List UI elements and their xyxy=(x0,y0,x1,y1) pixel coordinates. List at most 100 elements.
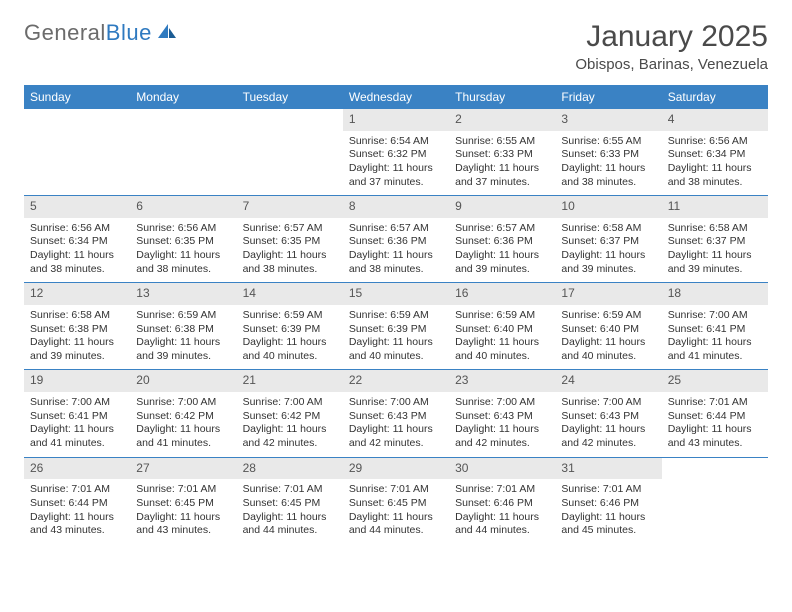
day-number: 22 xyxy=(343,370,449,392)
day-body: Sunrise: 6:55 AMSunset: 6:33 PMDaylight:… xyxy=(555,131,661,196)
day-number: 18 xyxy=(662,283,768,305)
day-body: Sunrise: 6:57 AMSunset: 6:35 PMDaylight:… xyxy=(237,218,343,283)
sunrise-line: Sunrise: 6:59 AM xyxy=(243,309,337,323)
sunset-line: Sunset: 6:36 PM xyxy=(349,235,443,249)
daylight-line: Daylight: 11 hours and 39 minutes. xyxy=(136,336,230,363)
day-cell: 9Sunrise: 6:57 AMSunset: 6:36 PMDaylight… xyxy=(449,196,555,282)
sunrise-line: Sunrise: 7:01 AM xyxy=(30,483,124,497)
day-cell: 30Sunrise: 7:01 AMSunset: 6:46 PMDayligh… xyxy=(449,458,555,544)
day-body: Sunrise: 6:59 AMSunset: 6:39 PMDaylight:… xyxy=(237,305,343,370)
day-body: Sunrise: 6:58 AMSunset: 6:37 PMDaylight:… xyxy=(555,218,661,283)
sunrise-line: Sunrise: 6:57 AM xyxy=(455,222,549,236)
daylight-line: Daylight: 11 hours and 38 minutes. xyxy=(349,249,443,276)
location: Obispos, Barinas, Venezuela xyxy=(575,56,768,73)
sunset-line: Sunset: 6:45 PM xyxy=(349,497,443,511)
day-body: Sunrise: 6:57 AMSunset: 6:36 PMDaylight:… xyxy=(449,218,555,283)
sunrise-line: Sunrise: 7:00 AM xyxy=(30,396,124,410)
day-cell: 2Sunrise: 6:55 AMSunset: 6:33 PMDaylight… xyxy=(449,109,555,195)
daylight-line: Daylight: 11 hours and 40 minutes. xyxy=(561,336,655,363)
daylight-line: Daylight: 11 hours and 41 minutes. xyxy=(668,336,762,363)
day-cell: 28Sunrise: 7:01 AMSunset: 6:45 PMDayligh… xyxy=(237,458,343,544)
sunrise-line: Sunrise: 6:58 AM xyxy=(668,222,762,236)
empty-cell xyxy=(130,109,236,195)
sunset-line: Sunset: 6:45 PM xyxy=(136,497,230,511)
sunset-line: Sunset: 6:41 PM xyxy=(30,410,124,424)
sunset-line: Sunset: 6:34 PM xyxy=(30,235,124,249)
day-body: Sunrise: 7:00 AMSunset: 6:43 PMDaylight:… xyxy=(343,392,449,457)
sunrise-line: Sunrise: 6:56 AM xyxy=(668,135,762,149)
sunrise-line: Sunrise: 7:00 AM xyxy=(455,396,549,410)
day-body: Sunrise: 7:01 AMSunset: 6:45 PMDaylight:… xyxy=(130,479,236,544)
daylight-line: Daylight: 11 hours and 42 minutes. xyxy=(455,423,549,450)
day-body: Sunrise: 6:59 AMSunset: 6:39 PMDaylight:… xyxy=(343,305,449,370)
day-body: Sunrise: 6:54 AMSunset: 6:32 PMDaylight:… xyxy=(343,131,449,196)
sunset-line: Sunset: 6:35 PM xyxy=(243,235,337,249)
day-cell: 16Sunrise: 6:59 AMSunset: 6:40 PMDayligh… xyxy=(449,283,555,369)
day-cell: 12Sunrise: 6:58 AMSunset: 6:38 PMDayligh… xyxy=(24,283,130,369)
day-number: 9 xyxy=(449,196,555,218)
sunset-line: Sunset: 6:43 PM xyxy=(349,410,443,424)
day-body: Sunrise: 7:01 AMSunset: 6:46 PMDaylight:… xyxy=(555,479,661,544)
sunrise-line: Sunrise: 7:00 AM xyxy=(136,396,230,410)
sunrise-line: Sunrise: 6:58 AM xyxy=(30,309,124,323)
day-body: Sunrise: 7:00 AMSunset: 6:41 PMDaylight:… xyxy=(662,305,768,370)
sunrise-line: Sunrise: 7:00 AM xyxy=(243,396,337,410)
weekday-sunday: Sunday xyxy=(24,85,130,109)
day-cell: 21Sunrise: 7:00 AMSunset: 6:42 PMDayligh… xyxy=(237,370,343,456)
sunrise-line: Sunrise: 7:01 AM xyxy=(668,396,762,410)
daylight-line: Daylight: 11 hours and 38 minutes. xyxy=(30,249,124,276)
sunrise-line: Sunrise: 7:00 AM xyxy=(349,396,443,410)
logo: GeneralBlue xyxy=(24,20,178,46)
day-number: 6 xyxy=(130,196,236,218)
sunset-line: Sunset: 6:39 PM xyxy=(243,323,337,337)
day-body: Sunrise: 7:00 AMSunset: 6:43 PMDaylight:… xyxy=(449,392,555,457)
day-number: 25 xyxy=(662,370,768,392)
day-body: Sunrise: 6:55 AMSunset: 6:33 PMDaylight:… xyxy=(449,131,555,196)
weekday-wednesday: Wednesday xyxy=(343,85,449,109)
sunset-line: Sunset: 6:46 PM xyxy=(561,497,655,511)
day-number: 31 xyxy=(555,458,661,480)
sunrise-line: Sunrise: 6:59 AM xyxy=(561,309,655,323)
sunset-line: Sunset: 6:43 PM xyxy=(455,410,549,424)
daylight-line: Daylight: 11 hours and 40 minutes. xyxy=(243,336,337,363)
day-body: Sunrise: 6:56 AMSunset: 6:34 PMDaylight:… xyxy=(662,131,768,196)
sunset-line: Sunset: 6:38 PM xyxy=(136,323,230,337)
day-number: 17 xyxy=(555,283,661,305)
daylight-line: Daylight: 11 hours and 41 minutes. xyxy=(30,423,124,450)
day-number: 27 xyxy=(130,458,236,480)
daylight-line: Daylight: 11 hours and 39 minutes. xyxy=(668,249,762,276)
sail-icon xyxy=(156,20,178,46)
day-number: 20 xyxy=(130,370,236,392)
sunset-line: Sunset: 6:38 PM xyxy=(30,323,124,337)
logo-text-blue: Blue xyxy=(106,20,152,46)
sunrise-line: Sunrise: 6:55 AM xyxy=(455,135,549,149)
day-cell: 23Sunrise: 7:00 AMSunset: 6:43 PMDayligh… xyxy=(449,370,555,456)
calendar-page: GeneralBlue January 2025 Obispos, Barina… xyxy=(0,0,792,564)
day-cell: 31Sunrise: 7:01 AMSunset: 6:46 PMDayligh… xyxy=(555,458,661,544)
daylight-line: Daylight: 11 hours and 37 minutes. xyxy=(455,162,549,189)
day-number: 21 xyxy=(237,370,343,392)
sunrise-line: Sunrise: 6:57 AM xyxy=(243,222,337,236)
day-cell: 5Sunrise: 6:56 AMSunset: 6:34 PMDaylight… xyxy=(24,196,130,282)
weekday-monday: Monday xyxy=(130,85,236,109)
day-number: 23 xyxy=(449,370,555,392)
day-cell: 14Sunrise: 6:59 AMSunset: 6:39 PMDayligh… xyxy=(237,283,343,369)
day-number: 5 xyxy=(24,196,130,218)
day-cell: 27Sunrise: 7:01 AMSunset: 6:45 PMDayligh… xyxy=(130,458,236,544)
day-body: Sunrise: 7:00 AMSunset: 6:42 PMDaylight:… xyxy=(237,392,343,457)
sunset-line: Sunset: 6:35 PM xyxy=(136,235,230,249)
daylight-line: Daylight: 11 hours and 44 minutes. xyxy=(349,511,443,538)
day-cell: 22Sunrise: 7:00 AMSunset: 6:43 PMDayligh… xyxy=(343,370,449,456)
daylight-line: Daylight: 11 hours and 42 minutes. xyxy=(561,423,655,450)
day-number: 1 xyxy=(343,109,449,131)
daylight-line: Daylight: 11 hours and 44 minutes. xyxy=(243,511,337,538)
day-number: 24 xyxy=(555,370,661,392)
weekday-friday: Friday xyxy=(555,85,661,109)
calendar: SundayMondayTuesdayWednesdayThursdayFrid… xyxy=(24,85,768,544)
weekday-row: SundayMondayTuesdayWednesdayThursdayFrid… xyxy=(24,85,768,109)
sunrise-line: Sunrise: 6:55 AM xyxy=(561,135,655,149)
day-cell: 25Sunrise: 7:01 AMSunset: 6:44 PMDayligh… xyxy=(662,370,768,456)
empty-cell xyxy=(662,458,768,544)
empty-cell xyxy=(24,109,130,195)
daylight-line: Daylight: 11 hours and 38 minutes. xyxy=(561,162,655,189)
